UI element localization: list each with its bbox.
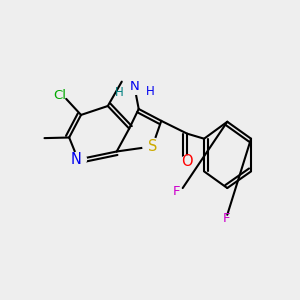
Ellipse shape bbox=[70, 152, 86, 167]
Text: F: F bbox=[223, 212, 230, 226]
Text: N: N bbox=[130, 80, 140, 94]
Ellipse shape bbox=[143, 138, 162, 155]
Text: N: N bbox=[70, 152, 81, 167]
Ellipse shape bbox=[126, 80, 143, 94]
Ellipse shape bbox=[180, 156, 195, 171]
Text: F: F bbox=[173, 184, 181, 197]
Text: H: H bbox=[146, 85, 154, 98]
Text: O: O bbox=[181, 154, 193, 169]
Text: Cl: Cl bbox=[53, 89, 66, 102]
Text: H: H bbox=[115, 85, 124, 98]
Text: S: S bbox=[148, 139, 157, 154]
